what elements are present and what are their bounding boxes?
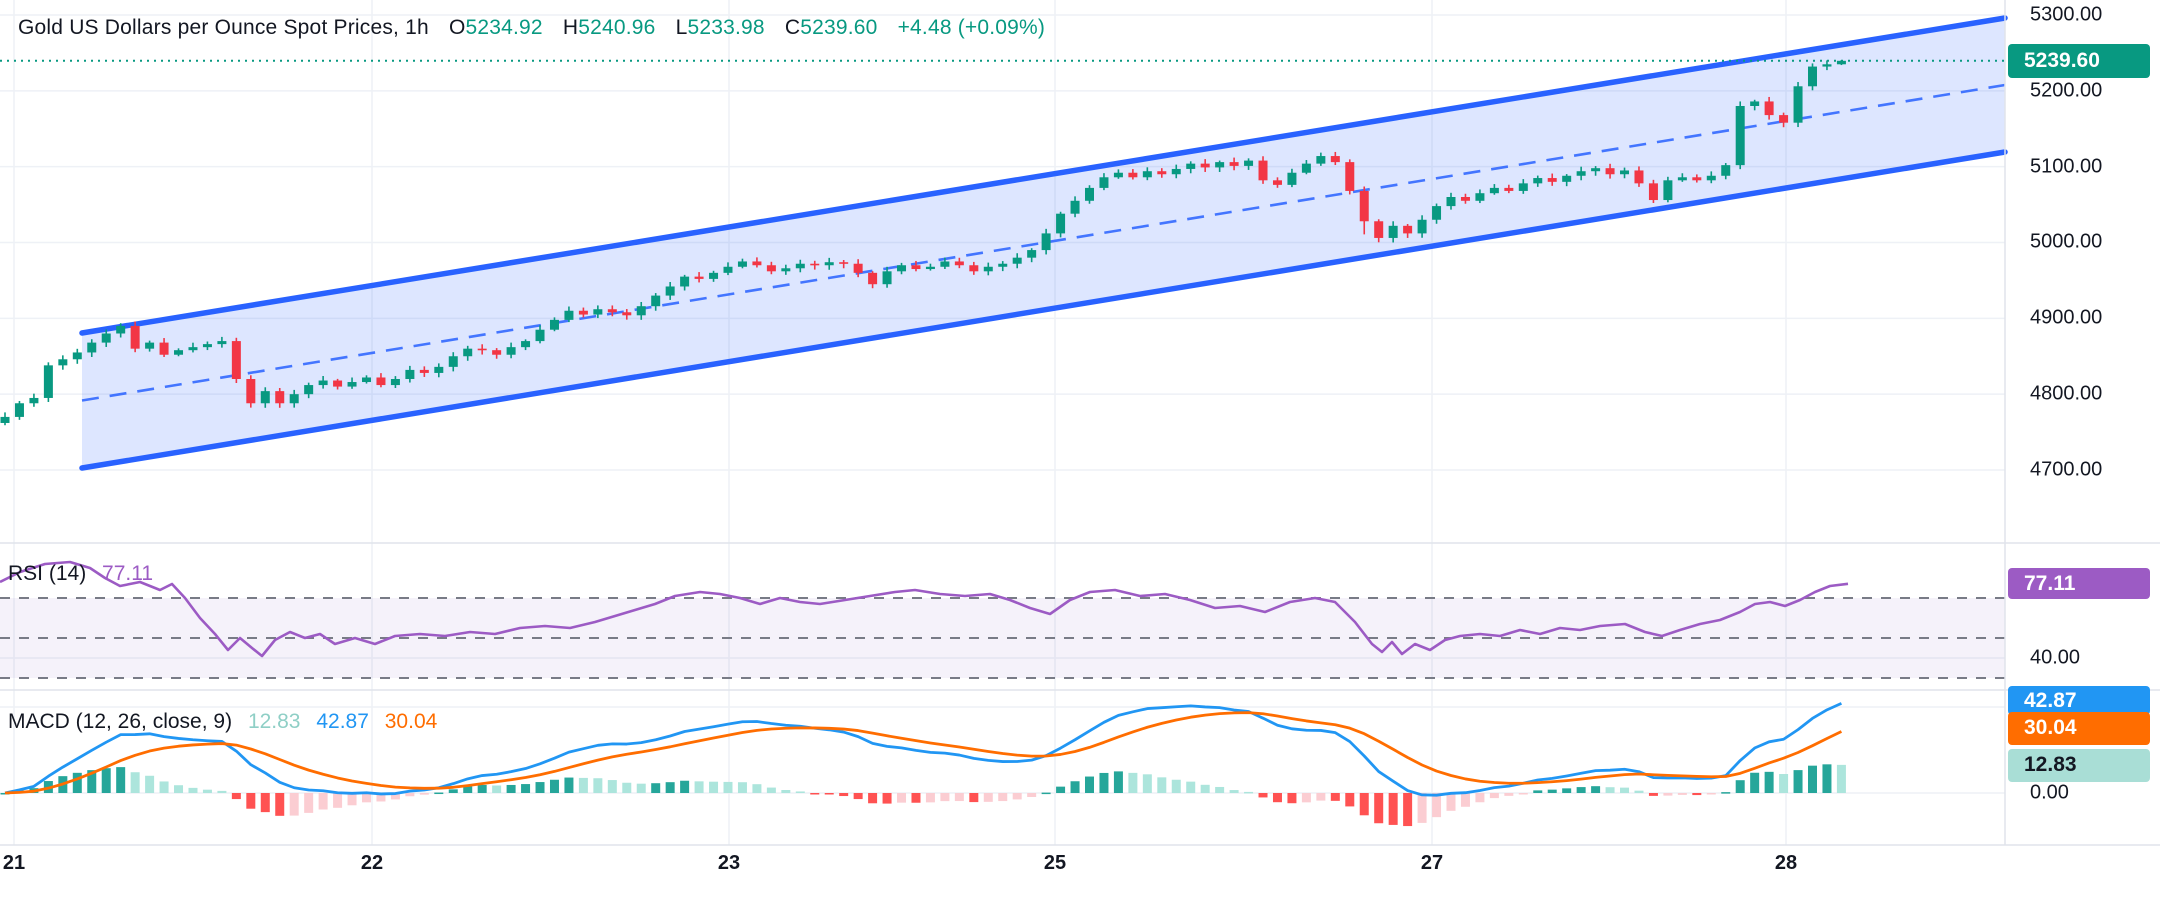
time-axis[interactable] (0, 845, 2160, 902)
macd-label: MACD (12, 26, close, 9) (8, 710, 233, 733)
time-axis-tick: 28 (1774, 852, 1798, 874)
rsi-axis-tick: 40.00 (2030, 646, 2081, 669)
time-axis-tick: 21 (2, 852, 26, 874)
time-axis-tick: 22 (360, 852, 384, 874)
close-value: 5239.60 (800, 16, 878, 39)
price-axis-tick: 4900.00 (2030, 306, 2103, 329)
macd-line-badge: 42.87 (2008, 686, 2150, 716)
open-label: O (448, 16, 466, 39)
low-label: L (675, 16, 688, 39)
last-price-badge: 5239.60 (2008, 43, 2150, 78)
change-value: +4.48 (+0.09%) (897, 16, 1046, 39)
rsi-legend[interactable]: RSI (14) 77.11 (8, 562, 153, 586)
macd-hist-badge: 12.83 (2008, 748, 2150, 782)
macd-signal-value: 30.04 (384, 710, 438, 733)
high-value: 5240.96 (578, 16, 656, 39)
macd-signal-badge: 30.04 (2008, 711, 2150, 745)
macd-legend[interactable]: MACD (12, 26, close, 9) 12.83 42.87 30.0… (8, 710, 437, 734)
close-label: C (784, 16, 801, 39)
time-axis-tick: 23 (717, 852, 741, 874)
price-axis-tick: 5200.00 (2030, 79, 2103, 102)
symbol-title: Gold US Dollars per Ounce Spot Prices, 1… (18, 16, 429, 39)
symbol-legend[interactable]: Gold US Dollars per Ounce Spot Prices, 1… (18, 16, 1045, 40)
price-axis-tick: 4800.00 (2030, 382, 2103, 405)
rsi-value: 77.11 (102, 562, 154, 585)
time-axis-tick: 25 (1043, 852, 1067, 874)
price-axis[interactable] (2005, 0, 2160, 845)
price-axis-tick: 5300.00 (2030, 3, 2103, 26)
price-axis-tick: 5100.00 (2030, 155, 2103, 178)
rsi-badge: 77.11 (2008, 568, 2150, 600)
high-label: H (562, 16, 579, 39)
macd-axis-tick: 0.00 (2030, 781, 2069, 804)
low-value: 5233.98 (687, 16, 765, 39)
rsi-label: RSI (14) (8, 562, 87, 585)
macd-hist-value: 12.83 (247, 710, 301, 733)
open-value: 5234.92 (465, 16, 543, 39)
macd-line-value: 42.87 (316, 710, 369, 733)
price-axis-tick: 5000.00 (2030, 230, 2103, 253)
time-axis-tick: 27 (1420, 852, 1444, 874)
price-axis-tick: 4700.00 (2030, 458, 2103, 481)
